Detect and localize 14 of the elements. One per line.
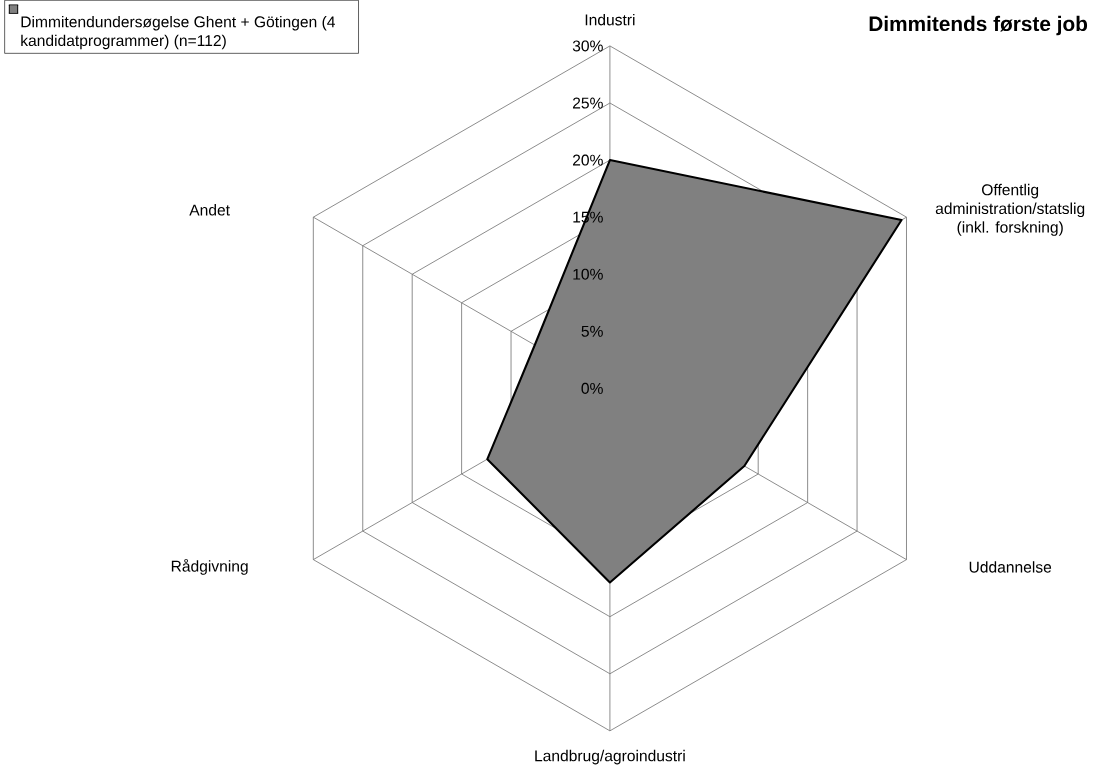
y-tick-label: 10% (573, 268, 603, 280)
legend-label: Dimmitendundersøgelse Ghent + Götingen (4 kandidatprogrammer) (n=112) (21, 16, 335, 50)
spoke-label: Industri (585, 14, 635, 26)
y-tick-label: 5% (581, 326, 603, 338)
y-tick-label: 25% (572, 97, 603, 109)
y-tick-label: 0% (581, 383, 603, 395)
text: Dimmitends første job (869, 16, 1088, 36)
spoke-label: Uddannelse (969, 561, 1052, 573)
spoke-label: Landbrug/agroindustri (535, 750, 685, 765)
spoke-label: Andet (189, 204, 230, 216)
y-tick-label: 20% (572, 154, 603, 166)
spoke-label: Offentlig administration/statslig (inkl. forskning) (935, 184, 1085, 237)
spoke-label: Rådgivning (171, 559, 248, 576)
y-tick-label: 30% (572, 40, 603, 52)
